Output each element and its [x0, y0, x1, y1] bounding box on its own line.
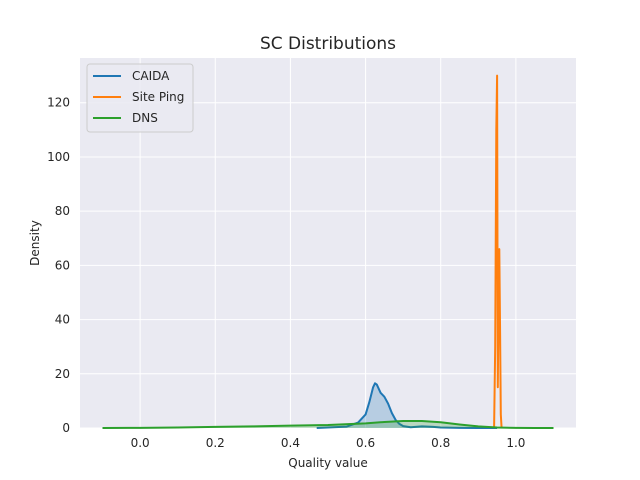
x-axis-label: Quality value — [288, 456, 367, 470]
x-tick-label: 0.6 — [356, 436, 375, 450]
grid — [80, 58, 576, 429]
y-axis-label: Density — [28, 220, 42, 266]
chart-title: SC Distributions — [260, 34, 396, 54]
series-line-dns — [102, 420, 554, 429]
legend: CAIDA Site Ping DNS — [86, 63, 194, 133]
legend-label-site-ping: Site Ping — [132, 90, 184, 104]
x-tick-label: 0.4 — [281, 436, 300, 450]
x-axis: 0.0 0.2 0.4 0.6 0.8 1.0 — [131, 436, 526, 450]
x-tick-label: 0.0 — [131, 436, 150, 450]
y-tick-label: 20 — [55, 367, 70, 381]
y-tick-label: 80 — [55, 204, 70, 218]
x-tick-label: 1.0 — [506, 436, 525, 450]
x-tick-label: 0.2 — [206, 436, 225, 450]
legend-label-caida: CAIDA — [132, 69, 170, 83]
x-tick-label: 0.8 — [431, 436, 450, 450]
y-tick-label: 0 — [62, 421, 70, 435]
series-layer — [102, 74, 554, 429]
y-tick-label: 100 — [47, 150, 70, 164]
legend-box — [86, 63, 194, 133]
legend-label-dns: DNS — [132, 111, 158, 125]
y-axis: 0 20 40 60 80 100 120 — [47, 96, 70, 435]
y-tick-label: 40 — [55, 313, 70, 327]
series-line-caida — [316, 382, 498, 429]
y-tick-label: 120 — [47, 96, 70, 110]
y-tick-label: 60 — [55, 258, 70, 272]
series-line-site-ping — [493, 74, 503, 429]
